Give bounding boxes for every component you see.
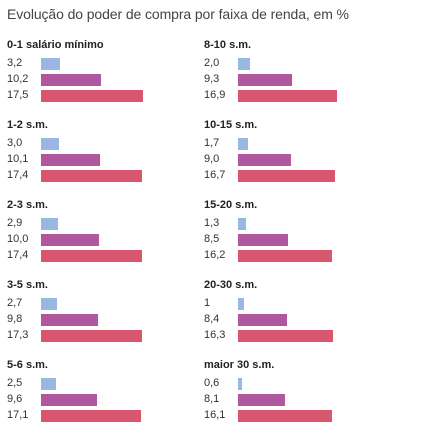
value-label: 2,9 xyxy=(7,217,23,229)
value-label: 17,4 xyxy=(7,169,29,181)
bar xyxy=(238,90,337,102)
value-label: 1,3 xyxy=(204,217,220,229)
value-label: 9,6 xyxy=(7,393,23,405)
income-group-label: 8-10 s.m. xyxy=(204,39,252,51)
bar xyxy=(238,378,242,390)
value-label: 8,5 xyxy=(204,233,220,245)
value-label: 16,9 xyxy=(204,89,226,101)
income-group-panel: 0-1 salário mínimo 3,2 10,2 17,5 xyxy=(7,39,207,102)
value-label: 17,4 xyxy=(7,249,29,261)
value-label: 17,1 xyxy=(7,409,29,421)
bar xyxy=(238,154,291,166)
value-label: 17,5 xyxy=(7,89,29,101)
bar xyxy=(41,250,143,262)
bar xyxy=(41,298,57,310)
value-label: 8,4 xyxy=(204,313,220,325)
bar xyxy=(41,74,101,86)
bar xyxy=(238,170,336,182)
bar xyxy=(41,170,143,182)
bar xyxy=(238,330,333,342)
value-label: 9,0 xyxy=(204,153,220,165)
bar xyxy=(238,314,287,326)
income-group-panel: maior 30 s.m. 0,6 8,1 16,1 xyxy=(204,359,404,422)
bar xyxy=(41,378,56,390)
income-group-panel: 1-2 s.m. 3,0 10,1 17,4 xyxy=(7,119,207,182)
income-group-label: maior 30 s.m. xyxy=(204,359,275,371)
bar xyxy=(41,234,100,246)
value-label: 2,7 xyxy=(7,297,23,309)
income-group-label: 15-20 s.m. xyxy=(204,199,258,211)
value-label: 3,2 xyxy=(7,57,23,69)
chart-title: Evolução do poder de compra por faixa de… xyxy=(7,6,349,22)
bar xyxy=(238,138,248,150)
income-group-label: 1-2 s.m. xyxy=(7,119,48,131)
bar xyxy=(41,218,58,230)
value-label: 9,3 xyxy=(204,73,220,85)
income-group-label: 20-30 s.m. xyxy=(204,279,258,291)
value-label: 16,3 xyxy=(204,329,226,341)
income-group-label: 5-6 s.m. xyxy=(7,359,48,371)
bar xyxy=(238,74,293,86)
income-group-label: 2-3 s.m. xyxy=(7,199,48,211)
income-group-label: 10-15 s.m. xyxy=(204,119,258,131)
bar xyxy=(41,58,60,70)
income-group-panel: 10-15 s.m. 1,7 9,0 16,7 xyxy=(204,119,404,182)
bar xyxy=(41,138,59,150)
income-group-panel: 8-10 s.m. 2,0 9,3 16,9 xyxy=(204,39,404,102)
bar xyxy=(41,394,97,406)
value-label: 16,7 xyxy=(204,169,226,181)
income-group-panel: 2-3 s.m. 2,9 10,0 17,4 xyxy=(7,199,207,262)
bar xyxy=(41,90,143,102)
income-group-panel: 3-5 s.m. 2,7 9,8 17,3 xyxy=(7,279,207,342)
bar xyxy=(238,234,288,246)
value-label: 10,2 xyxy=(7,73,29,85)
value-label: 16,1 xyxy=(204,409,226,421)
bar xyxy=(238,218,246,230)
value-label: 17,3 xyxy=(7,329,29,341)
value-label: 8,1 xyxy=(204,393,220,405)
value-label: 1,7 xyxy=(204,137,220,149)
value-label: 16,2 xyxy=(204,249,226,261)
bar xyxy=(41,410,141,422)
value-label: 1 xyxy=(204,297,211,309)
bar xyxy=(238,394,286,406)
income-group-panel: 15-20 s.m. 1,3 8,5 16,2 xyxy=(204,199,404,262)
value-label: 10,1 xyxy=(7,153,29,165)
bar xyxy=(238,250,333,262)
income-group-panel: 20-30 s.m. 1 8,4 16,3 xyxy=(204,279,404,342)
value-label: 0,6 xyxy=(204,377,220,389)
income-group-label: 3-5 s.m. xyxy=(7,279,48,291)
bar xyxy=(238,58,250,70)
bar xyxy=(41,154,100,166)
value-label: 9,8 xyxy=(7,313,23,325)
value-label: 3,0 xyxy=(7,137,23,149)
bar xyxy=(238,298,244,310)
value-label: 2,5 xyxy=(7,377,23,389)
bar xyxy=(238,410,332,422)
bar xyxy=(41,330,142,342)
value-label: 2,0 xyxy=(204,57,220,69)
bar xyxy=(41,314,99,326)
value-label: 10,0 xyxy=(7,233,29,245)
income-group-label: 0-1 salário mínimo xyxy=(7,39,104,51)
income-group-panel: 5-6 s.m. 2,5 9,6 17,1 xyxy=(7,359,207,422)
